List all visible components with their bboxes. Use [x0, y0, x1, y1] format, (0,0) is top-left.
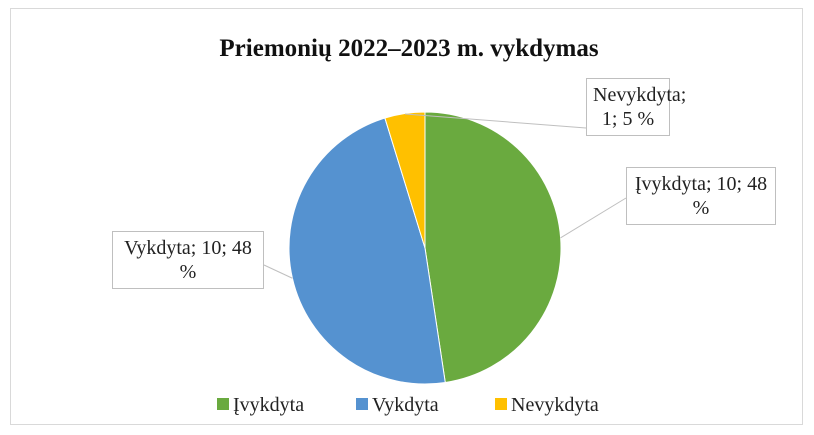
data-label: Įvykdyta; 10; 48 %: [626, 167, 776, 225]
chart-title: Priemonių 2022–2023 m. vykdymas: [219, 35, 598, 62]
legend-label: Nevykdyta: [511, 394, 599, 416]
leader-line: [560, 197, 627, 239]
leader-line: [263, 264, 293, 279]
legend-swatch: [217, 398, 229, 410]
legend-swatch: [495, 398, 507, 410]
leader-line: [404, 113, 587, 129]
pie-slice: [384, 111, 426, 249]
legend-label: Vykdyta: [372, 394, 439, 416]
legend-swatch: [356, 398, 368, 410]
data-label: Vykdyta; 10; 48 %: [112, 231, 264, 289]
data-label: Nevykdyta; 1; 5 %: [586, 78, 686, 136]
legend-label: Įvykdyta: [233, 394, 304, 416]
